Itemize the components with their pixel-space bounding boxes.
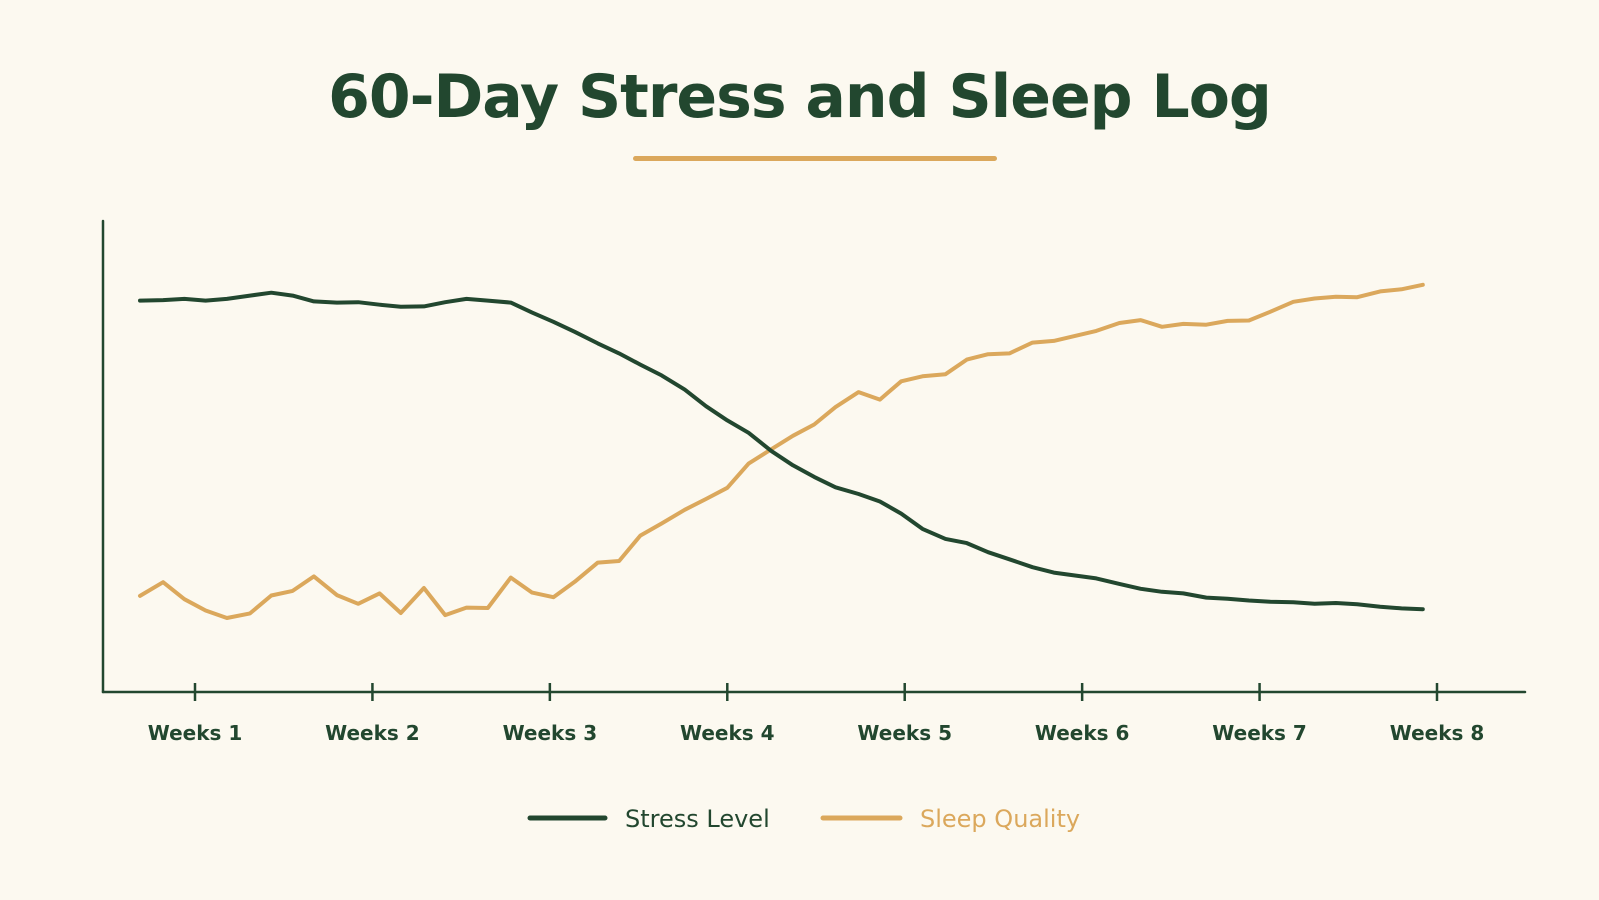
chart-title: 60-Day Stress and Sleep Log [328, 62, 1272, 132]
x-tick-label: Weeks 8 [1390, 721, 1485, 745]
x-tick-label: Weeks 2 [325, 721, 420, 745]
x-tick-label: Weeks 3 [503, 721, 598, 745]
x-tick-label: Weeks 6 [1035, 721, 1130, 745]
series-line-stress-level [138, 290, 1425, 612]
x-tick-label: Weeks 5 [857, 721, 952, 745]
series-line-sleep-quality [138, 282, 1425, 620]
legend: Stress Level Sleep Quality [527, 805, 1080, 833]
legend-label: Sleep Quality [920, 805, 1080, 833]
series-lines [138, 282, 1425, 620]
x-tick-label: Weeks 4 [680, 721, 775, 745]
x-tick-label: Weeks 1 [148, 721, 243, 745]
legend-label: Stress Level [625, 805, 770, 833]
x-ticks: Weeks 1 Weeks 2 Weeks 3 Weeks 4 Weeks 5 Weeks… [148, 683, 1485, 745]
x-tick-label: Weeks 7 [1212, 721, 1307, 745]
title-underline [633, 156, 997, 161]
